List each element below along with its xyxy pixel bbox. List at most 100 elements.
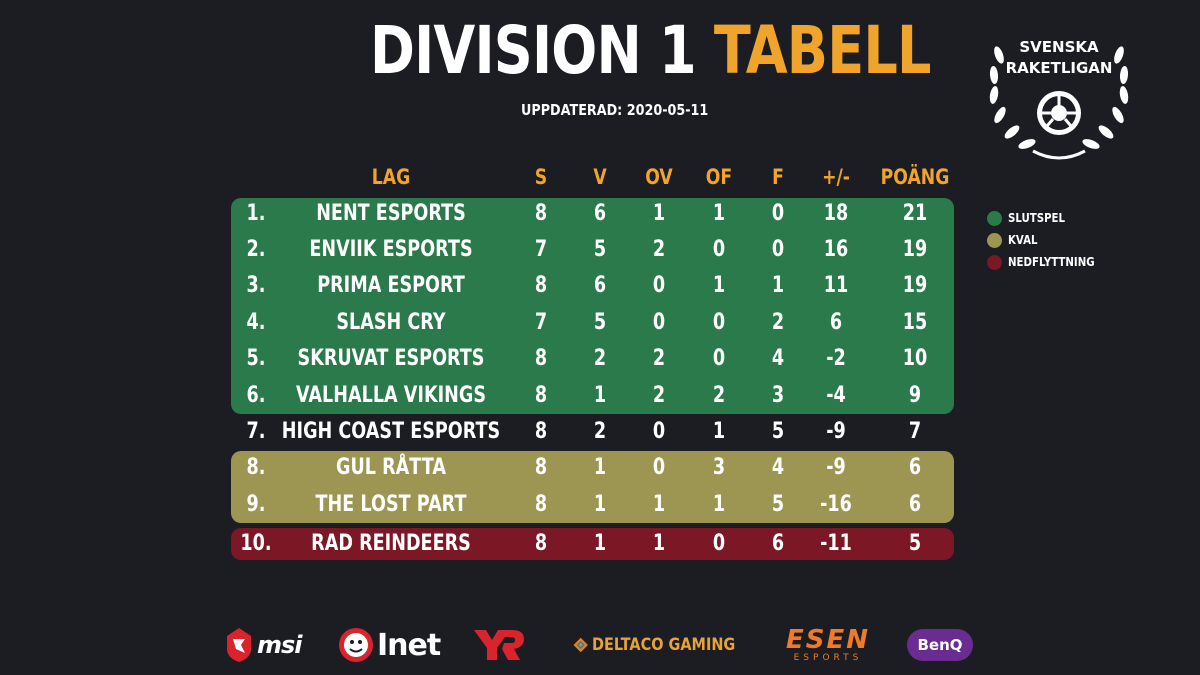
cell-played: 7 bbox=[534, 310, 548, 335]
cell-position: 7. bbox=[246, 419, 266, 444]
esen-wordmark: ESEN bbox=[785, 624, 870, 655]
cell-goal-diff: -2 bbox=[826, 346, 846, 371]
ylr-logo-icon bbox=[474, 630, 524, 660]
cell-overtime-wins: 2 bbox=[652, 346, 666, 371]
cell-goal-diff: 16 bbox=[823, 237, 849, 262]
cell-team: SLASH CRY bbox=[336, 310, 446, 335]
cell-losses: 4 bbox=[771, 455, 785, 480]
cell-overtime-wins: 2 bbox=[652, 237, 666, 262]
table-row: 7. HIGH COAST ESPORTS 8 2 0 1 5 -9 7 bbox=[0, 415, 1200, 449]
sponsor-benq[interactable]: BenQ bbox=[907, 622, 975, 668]
cell-wins: 1 bbox=[593, 383, 607, 408]
cell-losses: 4 bbox=[771, 346, 785, 371]
table-row: 4. SLASH CRY 7 5 0 0 2 6 15 bbox=[0, 306, 1200, 340]
sponsor-deltaco-gaming[interactable]: DELTACO GAMING bbox=[573, 622, 761, 668]
cell-position: 3. bbox=[246, 273, 266, 298]
sponsor-msi[interactable]: msi bbox=[226, 622, 321, 668]
cell-overtime-wins: 2 bbox=[652, 383, 666, 408]
column-header-points: POÄNG bbox=[880, 165, 950, 189]
cell-wins: 2 bbox=[593, 346, 607, 371]
legend-label: SLUTSPEL bbox=[1008, 211, 1066, 225]
cell-losses: 5 bbox=[771, 419, 785, 444]
cell-overtime-wins: 0 bbox=[652, 419, 666, 444]
cell-points: 5 bbox=[908, 531, 922, 556]
legend-label: NEDFLYTTNING bbox=[1008, 255, 1095, 269]
column-header-ov: OV bbox=[645, 165, 673, 189]
msi-wordmark: msi bbox=[257, 631, 303, 659]
svenska-raketligan-logo: SVENSKA RAKETLIGAN bbox=[989, 38, 1129, 160]
qualification-zone-band bbox=[231, 451, 954, 523]
logo-text-raketligan: RAKETLIGAN bbox=[1006, 59, 1113, 77]
inet-wordmark: Inet bbox=[377, 627, 441, 663]
cell-overtime-losses: 1 bbox=[712, 201, 726, 226]
cell-wins: 1 bbox=[593, 492, 607, 517]
sponsor-esen[interactable]: ESEN ESPORTS bbox=[776, 622, 880, 668]
cell-goal-diff: -11 bbox=[820, 531, 852, 556]
cell-points: 15 bbox=[902, 310, 928, 335]
table-row: 1. NENT ESPORTS 8 6 1 1 0 18 21 bbox=[0, 197, 1200, 231]
updated-date: UPPDATERAD: 2020-05-11 bbox=[521, 101, 709, 119]
cell-overtime-losses: 0 bbox=[712, 531, 726, 556]
legend-item-slutspel: SLUTSPEL bbox=[987, 208, 1107, 230]
cell-played: 8 bbox=[534, 201, 548, 226]
cell-wins: 5 bbox=[593, 237, 607, 262]
legend-dot-green bbox=[987, 211, 1002, 226]
benq-wordmark: BenQ bbox=[917, 636, 963, 654]
cell-played: 8 bbox=[534, 492, 548, 517]
cell-goal-diff: -9 bbox=[826, 455, 846, 480]
cell-losses: 2 bbox=[771, 310, 785, 335]
cell-wins: 2 bbox=[593, 419, 607, 444]
cell-overtime-losses: 3 bbox=[712, 455, 726, 480]
cell-position: 6. bbox=[246, 383, 266, 408]
cell-goal-diff: -16 bbox=[820, 492, 852, 517]
cell-overtime-wins: 1 bbox=[652, 201, 666, 226]
cell-points: 6 bbox=[908, 455, 922, 480]
table-row: 9. THE LOST PART 8 1 1 1 5 -16 6 bbox=[0, 488, 1200, 522]
cell-losses: 0 bbox=[771, 201, 785, 226]
cell-losses: 0 bbox=[771, 237, 785, 262]
cell-overtime-losses: 0 bbox=[712, 310, 726, 335]
legend-dot-khaki bbox=[987, 233, 1002, 248]
cell-points: 10 bbox=[902, 346, 928, 371]
cell-losses: 1 bbox=[771, 273, 785, 298]
cell-losses: 5 bbox=[771, 492, 785, 517]
cell-losses: 3 bbox=[771, 383, 785, 408]
cell-position: 5. bbox=[246, 346, 266, 371]
logo-text-svenska: SVENSKA bbox=[1019, 38, 1099, 56]
cell-goal-diff: 11 bbox=[823, 273, 849, 298]
msi-dragon-icon bbox=[227, 628, 251, 662]
cell-overtime-losses: 0 bbox=[712, 346, 726, 371]
cell-team: RAD REINDEERS bbox=[311, 531, 471, 556]
cell-overtime-wins: 1 bbox=[652, 492, 666, 517]
ball-icon bbox=[1037, 91, 1081, 135]
cell-overtime-losses: 2 bbox=[712, 383, 726, 408]
cell-position: 9. bbox=[246, 492, 266, 517]
sponsor-ylr[interactable] bbox=[472, 622, 536, 668]
cell-played: 8 bbox=[534, 346, 548, 371]
cell-goal-diff: -4 bbox=[826, 383, 846, 408]
page-title: DIVISION 1 TABELL bbox=[370, 18, 932, 84]
cell-played: 8 bbox=[534, 273, 548, 298]
table-row: 10. RAD REINDEERS 8 1 1 0 6 -11 5 bbox=[0, 527, 1200, 561]
cell-team: GUL RÅTTA bbox=[336, 455, 446, 480]
table-row: 8. GUL RÅTTA 8 1 0 3 4 -9 6 bbox=[0, 451, 1200, 485]
cell-team: VALHALLA VIKINGS bbox=[296, 383, 486, 408]
table-row: 6. VALHALLA VIKINGS 8 1 2 2 3 -4 9 bbox=[0, 379, 1200, 413]
legend-item-nedflyttning: NEDFLYTTNING bbox=[987, 252, 1107, 274]
column-header-lag: LAG bbox=[371, 165, 411, 189]
title-division: DIVISION 1 bbox=[370, 12, 697, 89]
cell-played: 8 bbox=[534, 419, 548, 444]
cell-points: 9 bbox=[908, 383, 922, 408]
legend-label: KVAL bbox=[1008, 233, 1038, 247]
sponsor-bar: msi Inet DELTACO GAMING ESEN ESPORTS bbox=[0, 622, 1200, 672]
cell-position: 1. bbox=[246, 201, 266, 226]
cell-overtime-losses: 0 bbox=[712, 237, 726, 262]
sponsor-inet[interactable]: Inet bbox=[338, 622, 442, 668]
cell-position: 2. bbox=[246, 237, 266, 262]
cell-wins: 1 bbox=[593, 455, 607, 480]
cell-points: 7 bbox=[908, 419, 922, 444]
benq-logo-icon: BenQ bbox=[907, 629, 973, 661]
cell-overtime-losses: 1 bbox=[712, 273, 726, 298]
cell-goal-diff: 18 bbox=[823, 201, 849, 226]
cell-played: 8 bbox=[534, 531, 548, 556]
